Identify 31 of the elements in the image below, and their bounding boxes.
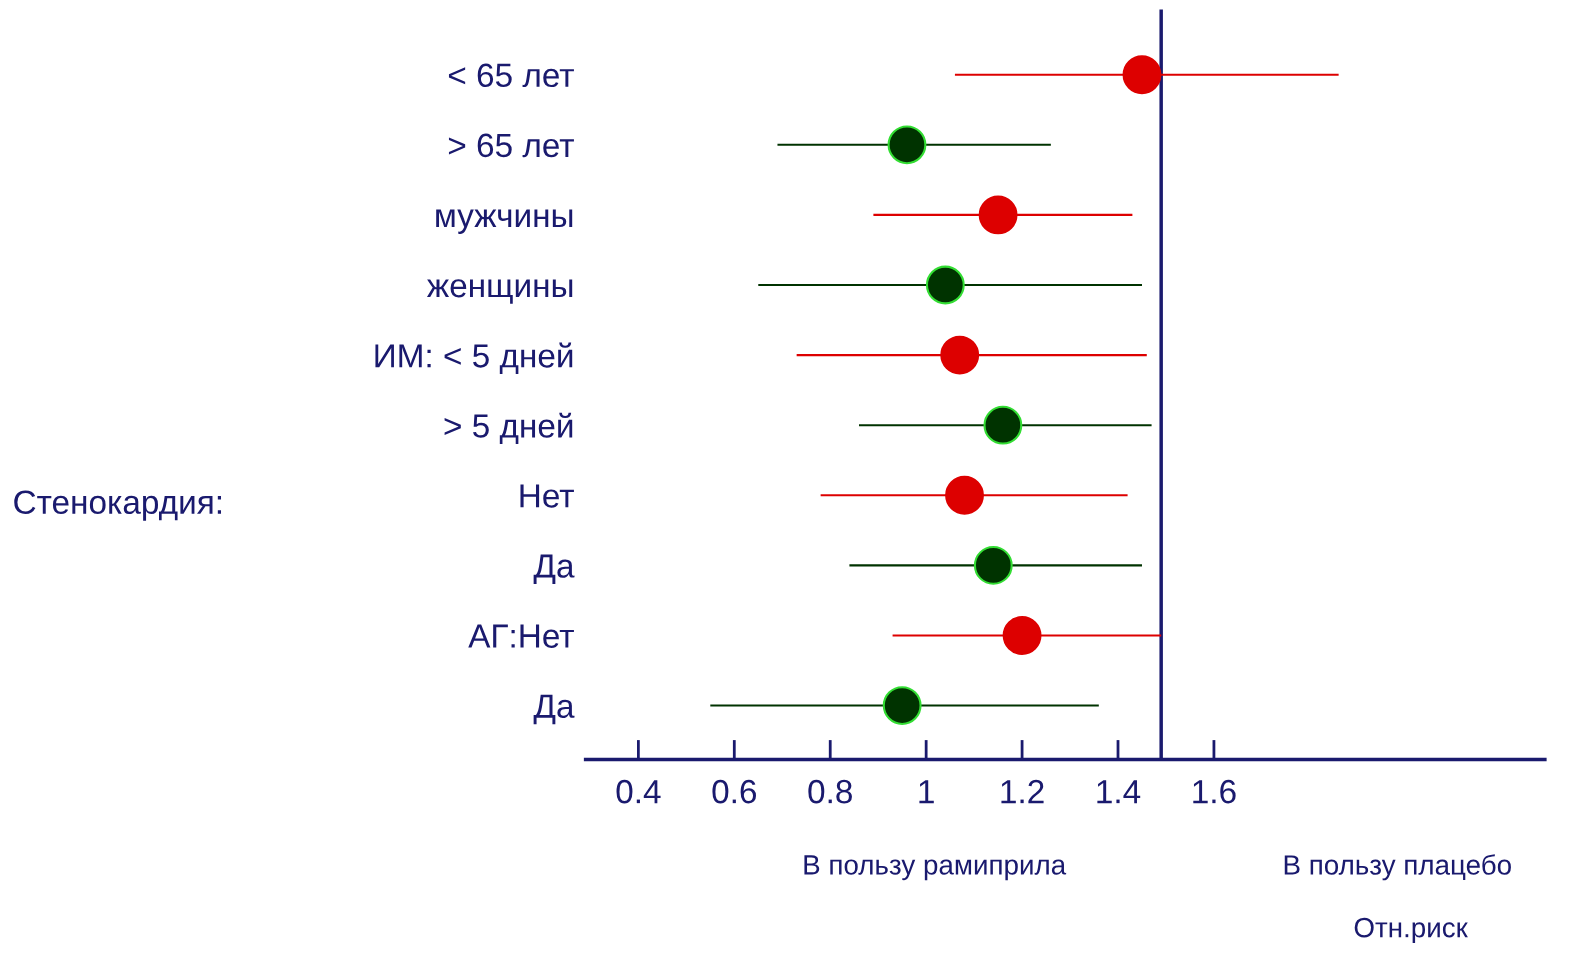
y-tick-label: > 5 дней (444, 412, 573, 445)
x-tick-label: 1.2 (1001, 779, 1044, 804)
y-tick-label: женщины (426, 279, 573, 304)
x-tick-label: 1.4 (1097, 780, 1141, 804)
point (978, 195, 1018, 235)
y-tick-label: > 65 лет (448, 133, 574, 158)
y-tick-label: ИМ: < 5 дней (375, 342, 573, 374)
x-axis-title: Отн.риск (1354, 917, 1468, 943)
point (983, 405, 1023, 445)
y-tick-label: Да (533, 694, 575, 725)
x-tick-label: 1 (919, 780, 934, 804)
point (973, 545, 1013, 585)
point (1002, 616, 1042, 655)
text: В пользу плацебо (1284, 854, 1511, 881)
y-tick-label: мужчины (436, 209, 573, 234)
y-tick-label: Нет (520, 484, 574, 508)
point (940, 335, 980, 375)
y-tick-label: < 65 лет (448, 63, 574, 88)
text: В пользу рамиприла (804, 855, 1067, 881)
point (1122, 55, 1162, 95)
text: Стенокардия: (14, 490, 222, 521)
x-tick-label: 0.6 (712, 779, 756, 804)
point (945, 475, 984, 515)
point (925, 265, 965, 305)
y-tick-label: Да (533, 554, 575, 585)
point (887, 125, 927, 165)
point (882, 686, 922, 725)
y-tick-label: АГ:Нет (468, 624, 574, 648)
x-tick-label: 0.8 (808, 779, 852, 804)
x-tick-label: 1.6 (1193, 779, 1236, 804)
x-tick-label: 0.4 (616, 779, 661, 804)
